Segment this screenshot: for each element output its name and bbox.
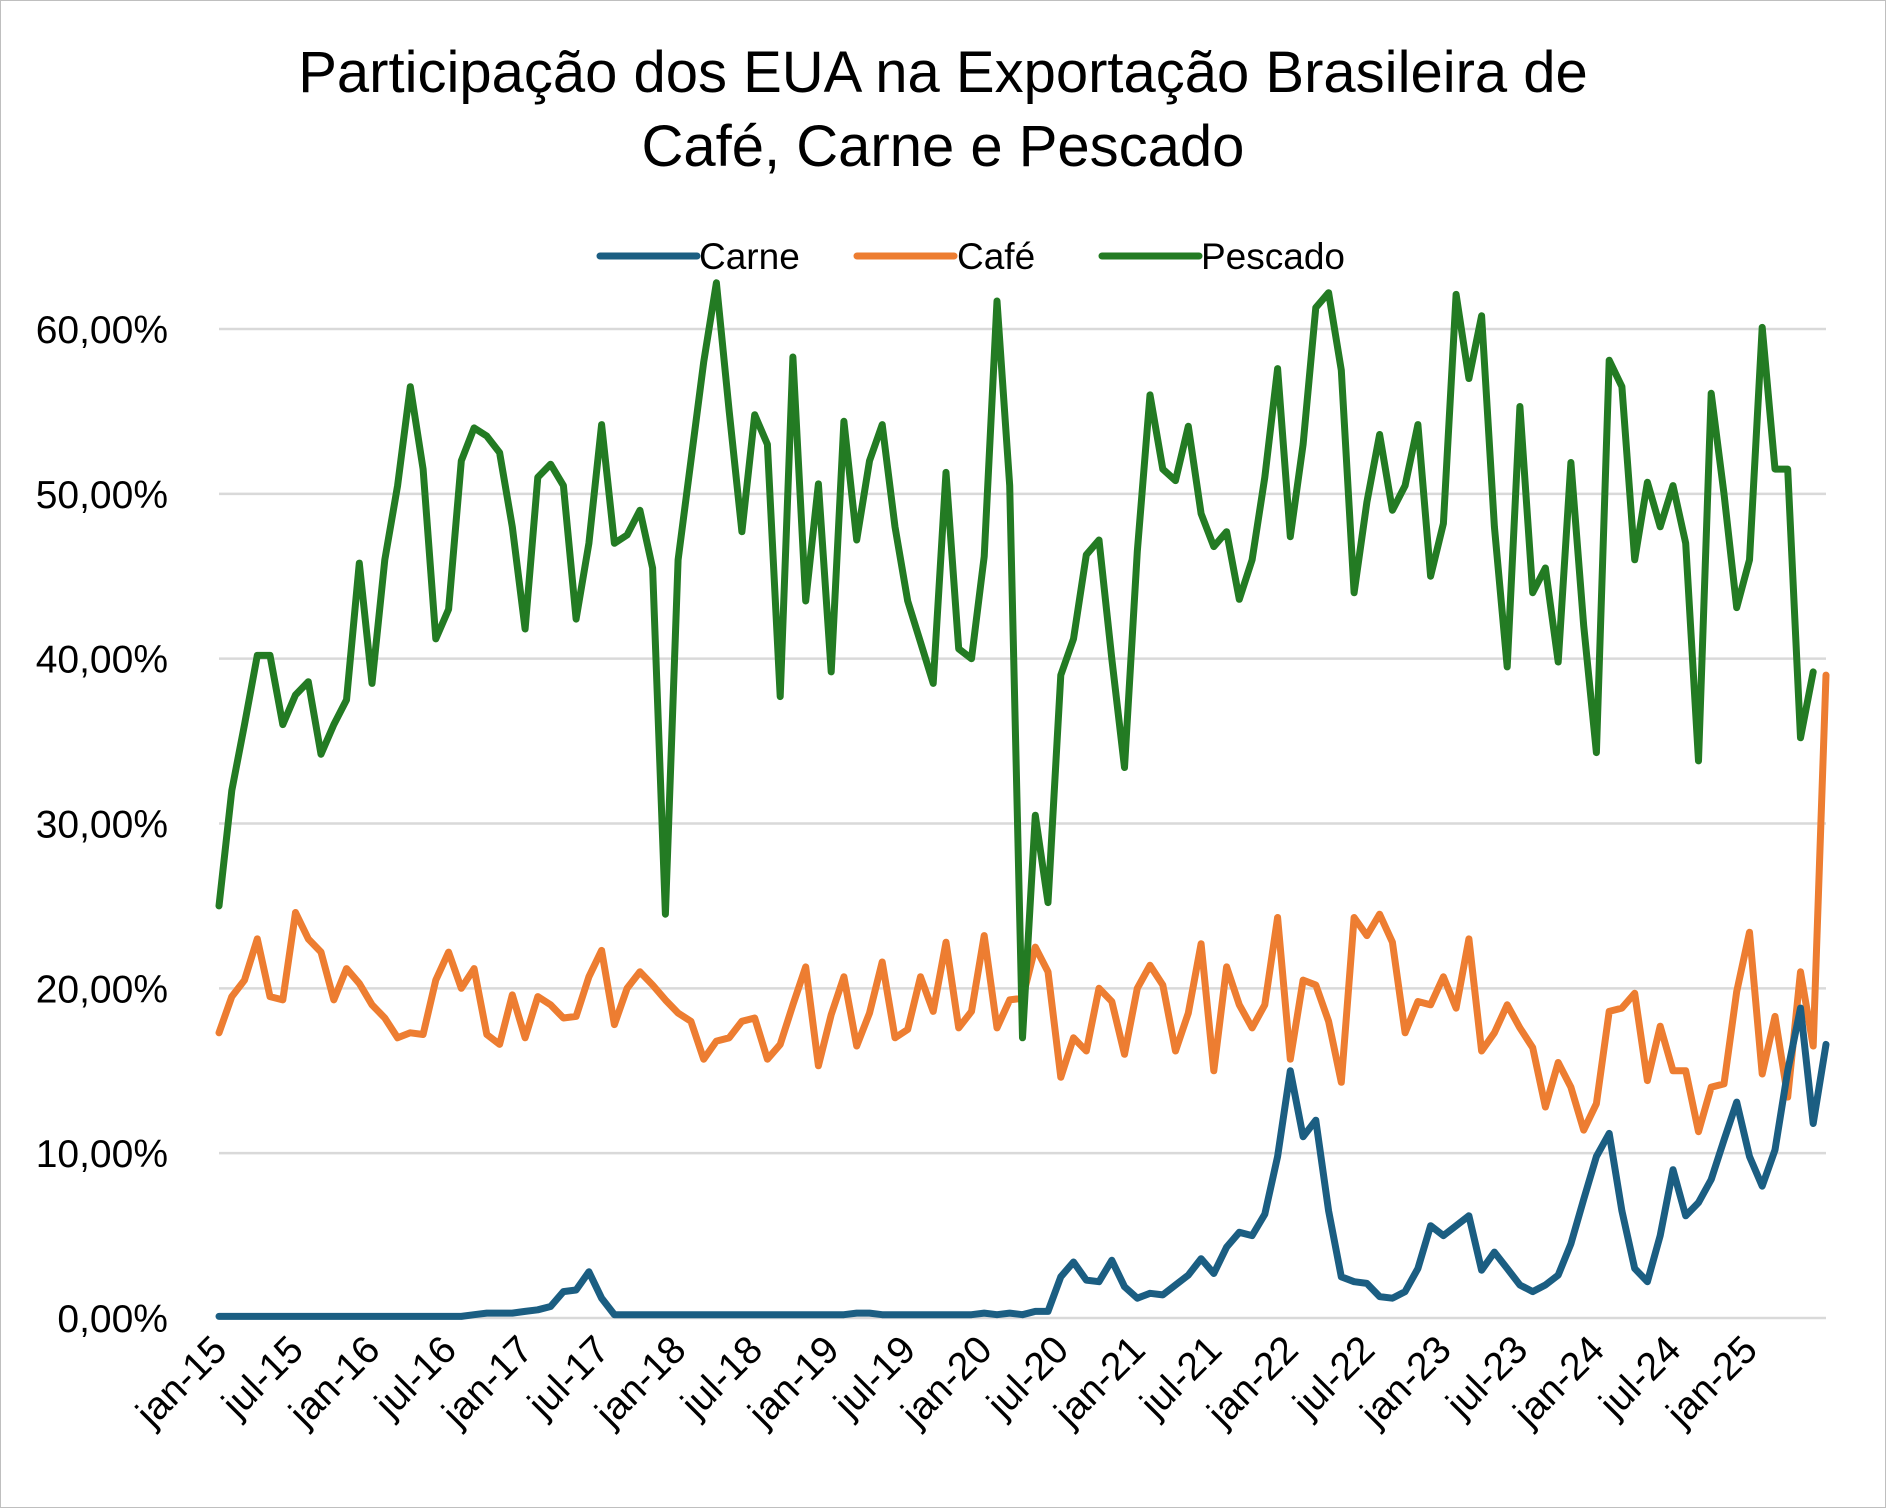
x-axis-ticks: jan-15jul-15jan-16jul-16jan-17jul-17jan-… — [128, 1328, 1766, 1436]
chart-title: Participação dos EUA na Exportação Brasi… — [0, 36, 1886, 184]
legend-entry-pescado: Pescado — [1098, 236, 1345, 277]
legend: Carne Café Pescado — [596, 236, 1345, 277]
legend-label-carne: Carne — [699, 236, 800, 277]
series-line-carne — [215, 1004, 1830, 1320]
x-tick-label: jan-15 — [128, 1328, 236, 1436]
y-tick-label: 0,00% — [57, 1298, 168, 1341]
legend-entry-carne: Carne — [596, 236, 800, 277]
chart-title-line-1: Participação dos EUA na Exportação Brasi… — [298, 40, 1588, 105]
legend-label-cafe: Café — [957, 236, 1035, 277]
legend-entry-cafe: Café — [853, 236, 1035, 277]
y-tick-label: 30,00% — [36, 804, 168, 847]
y-tick-label: 20,00% — [36, 968, 168, 1011]
legend-label-pescado: Pescado — [1201, 236, 1345, 277]
series-lines — [215, 279, 1830, 1320]
y-axis-ticks: 0,00% 10,00% 20,00% 30,00% 40,00% 50,00% 60,00… — [36, 309, 168, 1341]
series-line-pescado — [215, 279, 1817, 1042]
y-tick-label: 60,00% — [36, 309, 168, 352]
y-tick-label: 40,00% — [36, 639, 168, 682]
chart-title-line-2: Café, Carne e Pescado — [641, 114, 1245, 179]
y-tick-label: 50,00% — [36, 474, 168, 517]
y-tick-label: 10,00% — [36, 1133, 168, 1176]
